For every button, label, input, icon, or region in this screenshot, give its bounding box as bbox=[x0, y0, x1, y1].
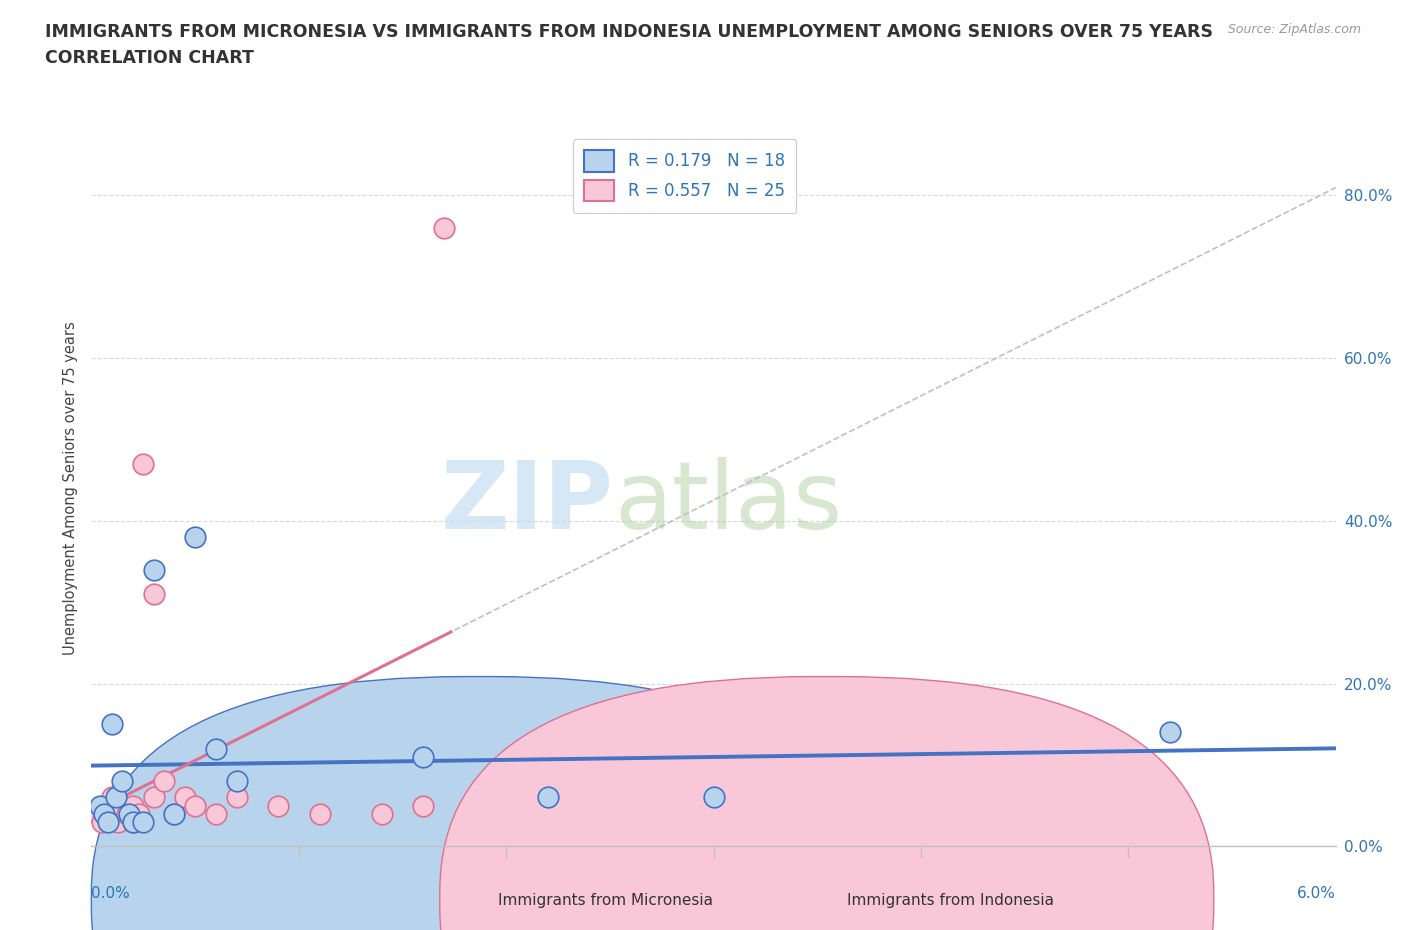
Point bbox=[122, 815, 145, 830]
Point bbox=[153, 774, 176, 789]
Point bbox=[94, 798, 117, 813]
Point bbox=[128, 806, 150, 821]
Point bbox=[101, 806, 124, 821]
Point bbox=[101, 717, 124, 732]
Point bbox=[173, 790, 195, 805]
Point bbox=[536, 790, 558, 805]
Point bbox=[184, 798, 207, 813]
Point bbox=[118, 806, 141, 821]
Text: atlas: atlas bbox=[614, 457, 842, 549]
Point bbox=[111, 798, 134, 813]
Point bbox=[412, 750, 434, 764]
Point bbox=[308, 806, 330, 821]
Point bbox=[433, 220, 456, 235]
Point bbox=[122, 798, 145, 813]
Point bbox=[371, 806, 394, 821]
Text: CORRELATION CHART: CORRELATION CHART bbox=[45, 49, 254, 67]
Legend: R = 0.179   N = 18, R = 0.557   N = 25: R = 0.179 N = 18, R = 0.557 N = 25 bbox=[572, 139, 796, 213]
Point bbox=[205, 806, 228, 821]
Text: ZIP: ZIP bbox=[441, 457, 614, 549]
Point bbox=[1159, 725, 1181, 740]
Point bbox=[97, 815, 120, 830]
FancyBboxPatch shape bbox=[91, 677, 865, 930]
Point bbox=[132, 815, 155, 830]
Text: Immigrants from Micronesia: Immigrants from Micronesia bbox=[498, 893, 713, 908]
Point bbox=[205, 741, 228, 756]
FancyBboxPatch shape bbox=[440, 677, 1213, 930]
Point bbox=[93, 806, 115, 821]
Point bbox=[89, 798, 111, 813]
Text: Source: ZipAtlas.com: Source: ZipAtlas.com bbox=[1227, 23, 1361, 36]
Y-axis label: Unemployment Among Seniors over 75 years: Unemployment Among Seniors over 75 years bbox=[62, 322, 77, 655]
Point bbox=[107, 815, 129, 830]
Point bbox=[105, 790, 128, 805]
Point bbox=[184, 530, 207, 545]
Point bbox=[225, 790, 247, 805]
Point bbox=[115, 806, 138, 821]
Point bbox=[225, 774, 247, 789]
Point bbox=[122, 815, 145, 830]
Point bbox=[132, 457, 155, 472]
Text: Immigrants from Indonesia: Immigrants from Indonesia bbox=[846, 893, 1053, 908]
Point bbox=[163, 806, 186, 821]
Point bbox=[702, 790, 725, 805]
Point bbox=[267, 798, 290, 813]
Point bbox=[163, 806, 186, 821]
Point bbox=[142, 790, 165, 805]
Point bbox=[101, 790, 124, 805]
Point bbox=[90, 815, 112, 830]
Point bbox=[86, 806, 108, 821]
Point bbox=[142, 587, 165, 602]
Text: 0.0%: 0.0% bbox=[91, 885, 131, 900]
Text: 6.0%: 6.0% bbox=[1296, 885, 1336, 900]
Point bbox=[111, 774, 134, 789]
Point bbox=[142, 562, 165, 577]
Point bbox=[412, 798, 434, 813]
Text: IMMIGRANTS FROM MICRONESIA VS IMMIGRANTS FROM INDONESIA UNEMPLOYMENT AMONG SENIO: IMMIGRANTS FROM MICRONESIA VS IMMIGRANTS… bbox=[45, 23, 1213, 41]
